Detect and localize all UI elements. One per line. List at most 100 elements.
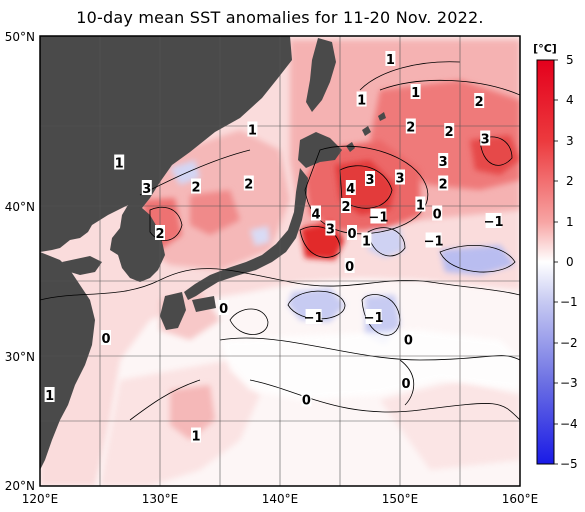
plot-frame (39, 35, 521, 487)
contour-label-bg (425, 232, 442, 248)
contour-label: 4 (346, 182, 355, 197)
lon-tick-120: 120°E (22, 492, 59, 506)
contour-label: 4 (311, 208, 320, 223)
contour-label: 2 (191, 181, 200, 196)
contour-label: 3 (365, 173, 374, 188)
contour-label-bg (347, 225, 357, 240)
contour-label: 1 (416, 199, 425, 214)
contour-label-bg (385, 51, 396, 66)
contour-label: −1 (424, 235, 444, 250)
cb-tick-2: 2 (566, 174, 574, 188)
contour-label-bg (114, 154, 125, 170)
contour-label: 0 (219, 302, 228, 317)
contour-label-bg (344, 258, 355, 273)
contour-label-bg (101, 330, 111, 345)
contour-label: 3 (439, 155, 448, 170)
contour-label: 2 (341, 200, 350, 215)
lon-tick-130: 130°E (142, 492, 179, 506)
contour-label-bg (341, 198, 351, 213)
contour-label: 3 (326, 223, 335, 238)
contour-label-bg (485, 213, 502, 228)
contour-label-bg (345, 180, 356, 195)
lon-tick-160: 160°E (502, 492, 539, 506)
colorbar-unit: [°C] (533, 42, 557, 55)
contour-label: 3 (395, 172, 404, 187)
contour-label: 1 (357, 94, 366, 109)
contour-label: 1 (191, 430, 200, 445)
contour-label: 1 (115, 157, 124, 172)
contour-label: 2 (439, 178, 448, 193)
contour-label: 2 (445, 125, 454, 140)
contour-label-bg (191, 427, 201, 443)
cb-tick-1: 1 (566, 215, 574, 229)
contour-label: 0 (345, 260, 354, 275)
contour-label-bg (401, 375, 411, 390)
contour-label: 2 (155, 227, 164, 242)
contour-label-bg (415, 196, 426, 212)
contour-label-bg (247, 121, 258, 137)
contour-label-bg (141, 180, 152, 195)
contour-label: 1 (411, 86, 420, 101)
cb-tick-m2: −2 (560, 336, 578, 350)
contour-label: 0 (347, 227, 356, 242)
contour-label: 3 (142, 182, 151, 197)
contour-label-bg (403, 331, 414, 347)
lon-tick-140: 140°E (262, 492, 299, 506)
cb-tick-0: 0 (566, 255, 574, 269)
contour-label-bg (410, 84, 421, 99)
contour-label-bg (370, 208, 387, 224)
contour-label: 0 (433, 208, 442, 223)
contour-label: −1 (304, 311, 324, 326)
cb-tick-3: 3 (566, 134, 574, 148)
cb-tick-5: 5 (566, 53, 574, 67)
contour-label: 3 (481, 133, 490, 148)
cb-tick-4: 4 (566, 93, 574, 107)
lat-tick-50: 50°N (5, 30, 35, 44)
contour-label-bg (438, 175, 449, 191)
contour-label: −1 (368, 211, 388, 226)
colorbar: [°C] 5 4 3 2 1 0 −1 −2 −3 −4 −5 (533, 42, 578, 471)
cb-tick-m5: −5 (560, 457, 578, 471)
contour-label-bg (365, 171, 375, 186)
contour-label: −1 (484, 215, 504, 230)
contour-label-bg (305, 309, 322, 324)
contour-label-bg (432, 205, 443, 221)
cb-tick-m1: −1 (560, 295, 578, 309)
contour-label: 1 (386, 53, 395, 68)
contour-label-bg (361, 232, 372, 248)
contour-label: 0 (401, 377, 410, 392)
contour-label: 1 (248, 124, 257, 139)
cb-tick-m4: −4 (560, 417, 578, 431)
contour-label-bg (480, 130, 491, 146)
contour-label: 0 (302, 394, 311, 409)
contour-label-bg (474, 93, 485, 108)
contour-label: 0 (101, 332, 110, 347)
contour-label: 1 (45, 389, 54, 404)
lon-tick-150: 150°E (382, 492, 419, 506)
lat-tick-30: 30°N (5, 350, 35, 364)
map-title: 10-day mean SST anomalies for 11-20 Nov.… (76, 8, 484, 27)
contour-label-bg (243, 175, 254, 191)
contour-label-bg (444, 123, 455, 138)
contour-label-bg (311, 205, 321, 221)
contour-label-bg (44, 387, 55, 402)
contour-label-bg (191, 178, 201, 194)
colorbar-scale (536, 59, 555, 465)
contour-label-bg (438, 153, 449, 168)
x-axis: 120°E 130°E 140°E 150°E 160°E (22, 492, 539, 506)
contour-label-bg (365, 309, 382, 324)
lat-tick-20: 20°N (5, 479, 35, 493)
contour-label-bg (405, 118, 416, 134)
contour-label: 2 (406, 121, 415, 136)
contour-label: 0 (404, 334, 413, 349)
contour-label: −1 (364, 311, 384, 326)
contour-label-bg (301, 391, 312, 407)
cb-tick-m3: −3 (560, 376, 578, 390)
contour-label-bg (155, 225, 165, 240)
land (40, 36, 386, 470)
lat-tick-40: 40°N (5, 200, 35, 214)
y-axis: 50°N 40°N 30°N 20°N (5, 30, 35, 493)
grid-lines (40, 36, 520, 486)
contour-label-bg (395, 169, 405, 185)
